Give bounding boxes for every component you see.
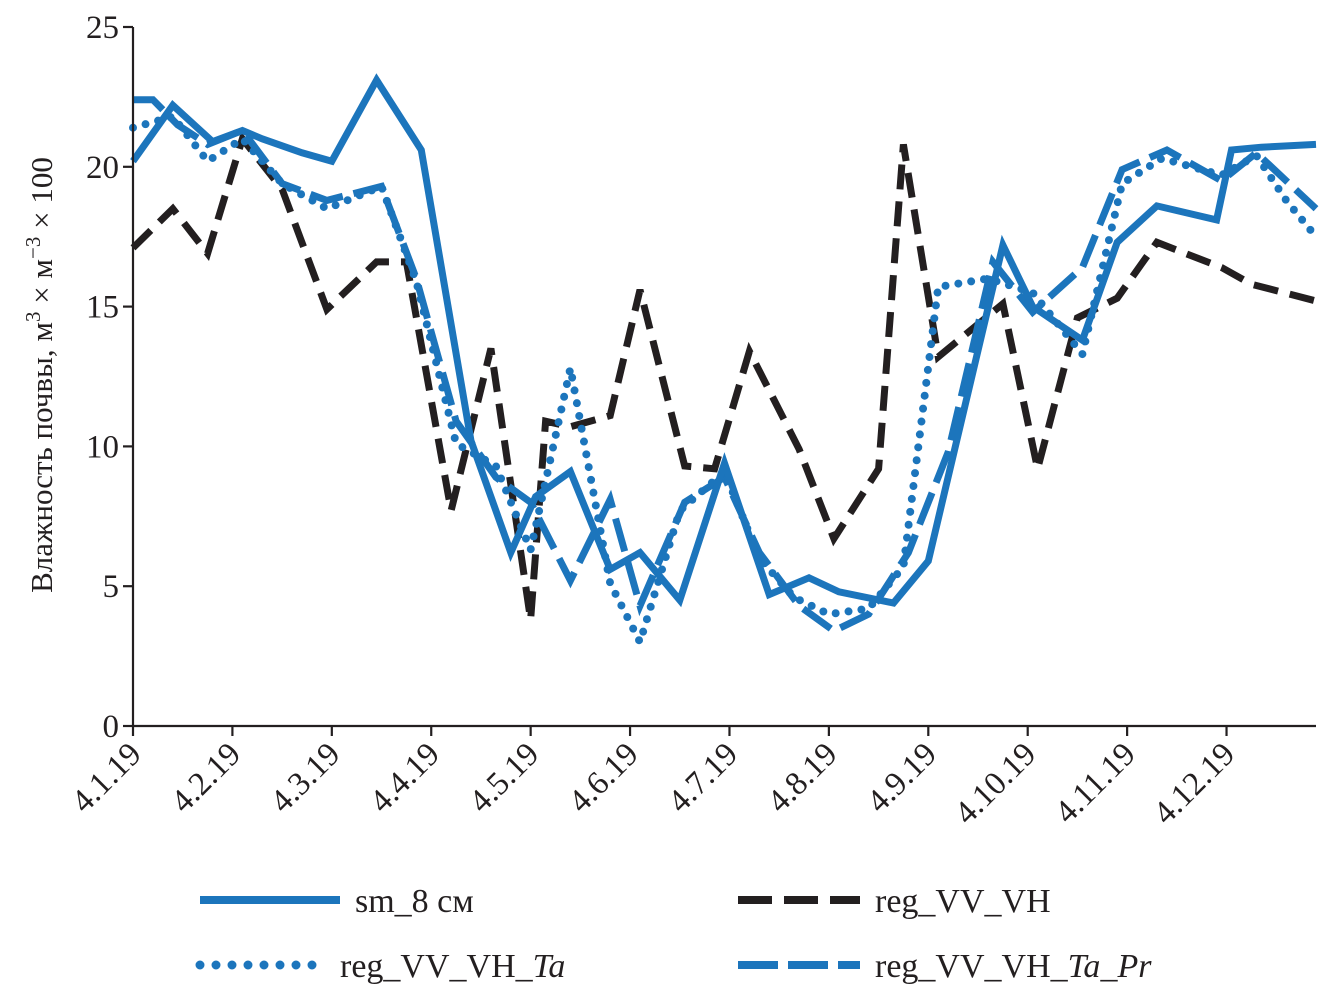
x-tick-label: 4.9.19: [860, 736, 944, 820]
y-tick-label: 5: [103, 569, 120, 605]
legend: sm_8 см reg_VV_VH reg_VV_VH_Ta reg_VV_VH_Ta…: [195, 883, 1152, 985]
x-tick-label: 4.7.19: [661, 736, 745, 820]
legend-label-sm-8-: sm_8 см: [355, 883, 474, 920]
x-tick-label: 4.5.19: [463, 736, 547, 820]
x-tick-label: 4.2.19: [164, 736, 248, 820]
legend-label-reg-vv-vh: reg_VV_VH: [875, 883, 1051, 920]
x-tick-label: 4.8.19: [761, 736, 845, 820]
y-tick-label: 0: [103, 709, 120, 745]
x-tick-label: 4.10.19: [948, 736, 1043, 831]
series-line-sm-8-: [130, 73, 1317, 608]
series-line-reg-vv-vh: [130, 131, 1317, 621]
x-tick-label: 4.11.19: [1048, 736, 1143, 831]
x-tick-label: 4.4.19: [363, 736, 447, 820]
x-tick-label: 4.12.19: [1147, 736, 1242, 831]
y-axis-title: Влажность почвы, м3 × м−3 × 100: [21, 157, 59, 593]
y-tick-label: 20: [86, 150, 119, 186]
series-line-reg-vv-vh-ta-pr: [133, 96, 1319, 635]
y-tick-label: 10: [86, 429, 119, 465]
x-tick-label: 4.6.19: [562, 736, 646, 820]
series-group: [129, 73, 1320, 653]
legend-label-reg-vv-vh-ta-pr: reg_VV_VH_Ta_Pr: [875, 948, 1152, 985]
x-tick-label: 4.3.19: [264, 736, 348, 820]
x-tick-label: 4.1.19: [65, 736, 149, 820]
y-tick-label: 15: [86, 290, 119, 326]
y-tick-label: 25: [86, 10, 119, 46]
legend-label-reg-vv-vh-ta: reg_VV_VH_Ta: [340, 948, 565, 985]
